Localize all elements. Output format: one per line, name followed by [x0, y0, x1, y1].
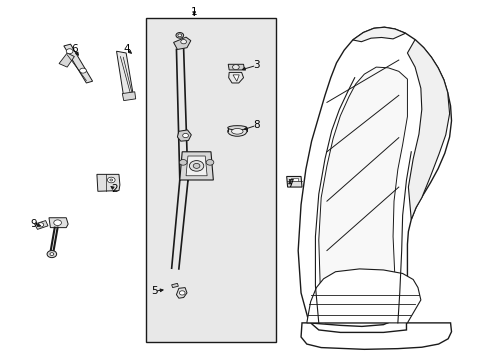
Text: 5: 5 [151, 286, 158, 296]
Circle shape [66, 49, 73, 54]
Polygon shape [171, 283, 178, 288]
Polygon shape [291, 178, 298, 181]
Polygon shape [185, 156, 207, 176]
Circle shape [189, 161, 203, 171]
Ellipse shape [227, 126, 246, 130]
Polygon shape [318, 67, 407, 323]
Circle shape [181, 40, 186, 44]
Circle shape [179, 159, 186, 165]
Circle shape [50, 253, 54, 256]
Polygon shape [97, 174, 120, 191]
Circle shape [232, 65, 239, 69]
Polygon shape [352, 27, 405, 42]
Circle shape [47, 251, 57, 258]
Polygon shape [228, 72, 243, 83]
Circle shape [38, 223, 43, 227]
Circle shape [80, 68, 86, 73]
Polygon shape [298, 27, 450, 327]
Text: 8: 8 [253, 120, 259, 130]
Circle shape [176, 32, 183, 38]
Circle shape [193, 163, 200, 168]
Polygon shape [116, 51, 133, 97]
Polygon shape [286, 176, 302, 187]
Ellipse shape [227, 126, 246, 136]
Text: 9: 9 [30, 219, 37, 229]
Circle shape [178, 34, 182, 37]
Polygon shape [49, 218, 68, 228]
Ellipse shape [231, 129, 243, 134]
Polygon shape [301, 323, 450, 349]
Polygon shape [35, 221, 48, 229]
Polygon shape [59, 53, 74, 67]
Circle shape [54, 220, 61, 225]
Polygon shape [177, 130, 191, 141]
Polygon shape [407, 40, 448, 220]
Polygon shape [228, 64, 244, 70]
Circle shape [110, 179, 112, 181]
Circle shape [183, 134, 188, 138]
Text: 6: 6 [71, 45, 78, 54]
Text: 4: 4 [123, 45, 130, 54]
Circle shape [179, 291, 184, 295]
Polygon shape [64, 44, 92, 83]
Polygon shape [232, 75, 239, 81]
Bar [146, 18, 275, 342]
Circle shape [107, 177, 115, 183]
Polygon shape [176, 288, 186, 298]
Circle shape [206, 159, 213, 165]
Text: 2: 2 [111, 184, 117, 194]
Text: 1: 1 [190, 8, 197, 17]
Polygon shape [306, 269, 420, 323]
Text: 3: 3 [253, 60, 259, 70]
Polygon shape [122, 92, 136, 100]
Text: 7: 7 [286, 179, 293, 189]
Polygon shape [180, 152, 213, 180]
Polygon shape [173, 37, 190, 49]
